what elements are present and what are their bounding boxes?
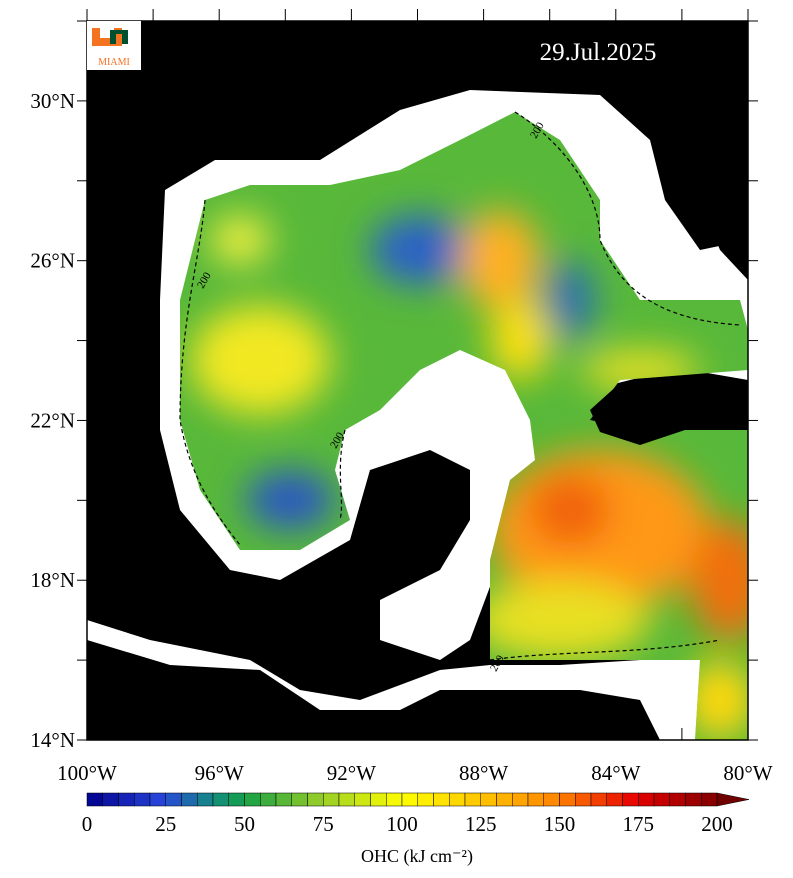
colorbar-swatch <box>86 792 103 807</box>
lon-tick-label: 100°W <box>57 761 117 785</box>
lon-tick-label: 84°W <box>591 761 640 785</box>
colorbar-swatch <box>512 792 529 807</box>
lon-tick-label: 96°W <box>195 761 244 785</box>
colorbar-swatch <box>433 792 450 807</box>
colorbar-swatch <box>354 792 371 807</box>
colorbar-swatch <box>102 792 119 807</box>
colorbar-tick-label: 25 <box>155 812 176 836</box>
colorbar-tick-label: 150 <box>544 812 576 836</box>
colorbar-swatch <box>260 792 277 807</box>
colorbar-swatch <box>685 792 702 807</box>
colorbar-tick-label: 50 <box>234 812 255 836</box>
colorbar-swatch <box>417 792 434 807</box>
colorbar-swatch <box>165 792 182 807</box>
colorbar-swatch <box>559 792 576 807</box>
colorbar-swatch <box>701 792 718 807</box>
colorbar-swatch <box>307 792 324 807</box>
colorbar-tick-label: 75 <box>313 812 334 836</box>
colorbar-swatch <box>622 792 639 807</box>
colorbar-swatch <box>197 792 214 807</box>
lat-tick-label: 30°N <box>30 89 75 113</box>
colorbar-swatch <box>653 792 670 807</box>
colorbar-arrow <box>716 792 750 807</box>
colorbar-swatch <box>669 792 686 807</box>
colorbar-swatch <box>370 792 387 807</box>
colorbar-swatch <box>212 792 229 807</box>
colorbar-swatch <box>149 792 166 807</box>
colorbar-tick-label: 200 <box>701 812 733 836</box>
colorbar-swatch <box>449 792 466 807</box>
colorbar-swatch <box>464 792 481 807</box>
colorbar-swatch <box>575 792 592 807</box>
colorbar-swatch <box>275 792 292 807</box>
colorbar-swatch <box>496 792 513 807</box>
land-central-america <box>87 640 660 740</box>
colorbar-swatch <box>134 792 151 807</box>
colorbar-swatch <box>480 792 497 807</box>
colorbar-swatch <box>228 792 245 807</box>
logo: MIAMI <box>87 21 141 70</box>
colorbar-tick-label: 0 <box>82 812 93 836</box>
colorbar-tick-label: 100 <box>386 812 418 836</box>
lat-tick-label: 22°N <box>30 408 75 432</box>
colorbar-swatch <box>543 792 560 807</box>
colorbar-swatch <box>291 792 308 807</box>
colorbar-swatch <box>638 792 655 807</box>
colorbar-swatch <box>386 792 403 807</box>
colorbar-swatch <box>181 792 198 807</box>
colorbar-swatch <box>590 792 607 807</box>
colorbar-tick-label: 125 <box>465 812 497 836</box>
colorbar-tick-label: 175 <box>623 812 655 836</box>
lon-tick-label: 92°W <box>327 761 376 785</box>
contour-200 <box>179 111 741 661</box>
map-area <box>87 21 748 740</box>
colorbar-swatch <box>527 792 544 807</box>
date-label: 29.Jul.2025 <box>540 39 657 66</box>
colorbar-swatch <box>244 792 261 807</box>
land-cuba <box>590 380 748 445</box>
colorbar-swatch <box>323 792 340 807</box>
lon-tick-label: 80°W <box>723 761 772 785</box>
colorbar-swatch <box>401 792 418 807</box>
colorbar-label: OHC (kJ cm⁻²) <box>361 846 473 867</box>
lat-tick-label: 26°N <box>30 249 75 273</box>
lon-tick-label: 88°W <box>459 761 508 785</box>
land-florida <box>680 21 748 280</box>
colorbar-swatch <box>118 792 135 807</box>
lat-tick-label: 14°N <box>30 728 75 752</box>
colorbar-swatch <box>338 792 355 807</box>
colorbar-swatch <box>606 792 623 807</box>
logo-text: MIAMI <box>98 57 130 68</box>
lat-tick-label: 18°N <box>30 568 75 592</box>
